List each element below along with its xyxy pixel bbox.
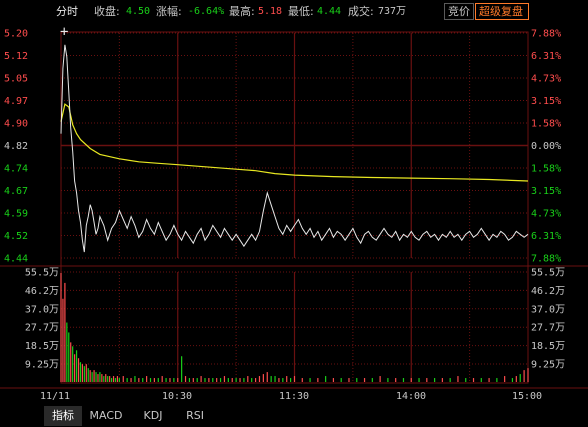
average-price-line [60, 103, 529, 182]
super-replay-button[interactable]: 超级复盘 [475, 3, 529, 20]
volume-tick-label: 9.25万 [25, 360, 59, 371]
volume-tick-label: 18.5万 [25, 341, 59, 352]
percent-tick-label: 6.31% [531, 51, 561, 62]
volume-tick-label: 55.5万 [25, 268, 59, 279]
tab-active-bg [44, 406, 82, 426]
percent-tick-label: 3.15% [531, 96, 561, 107]
bid-auction-button[interactable]: 竞价 [444, 3, 474, 20]
percent-tick-label: 6.31% [531, 231, 561, 242]
percent-tick-label: 7.88% [531, 29, 561, 40]
percent-tick-label: 4.73% [531, 209, 561, 220]
price-tick-label: 4.59 [4, 209, 28, 220]
percent-tick-label: 7.88% [531, 254, 561, 265]
low-value: 4.44 [317, 6, 342, 17]
volume-value: 737万 [378, 6, 407, 17]
time-tick-label: 11/11 [40, 391, 70, 402]
low-label: 最低: [288, 5, 314, 18]
volume-tick-label-right: 9.25万 [531, 360, 565, 371]
volume-tick-label-right: 37.0万 [531, 304, 565, 315]
percent-tick-label: 0.00% [531, 141, 561, 152]
time-tick-label: 14:00 [396, 391, 426, 402]
volume-tick-label-right: 27.7万 [531, 323, 565, 334]
close-label: 收盘: [94, 5, 120, 18]
time-tick-label: 10:30 [162, 391, 192, 402]
tab-rsi[interactable]: RSI [186, 409, 204, 422]
tab-kdj[interactable]: KDJ [143, 409, 163, 422]
price-tick-label: 4.97 [4, 96, 28, 107]
tab-indicator[interactable]: 指标 [52, 409, 74, 422]
high-label: 最高: [229, 5, 255, 18]
price-tick-label: 4.82 [4, 141, 28, 152]
volume-tick-label-right: 55.5万 [531, 268, 565, 279]
volume-tick-label-right: 18.5万 [531, 341, 565, 352]
time-tick-label: 15:00 [512, 391, 542, 402]
volume-tick-label: 27.7万 [25, 323, 59, 334]
close-value: 4.50 [126, 6, 151, 17]
percent-tick-label: 1.58% [531, 164, 561, 175]
chart-frame [60, 31, 529, 384]
chart-title: 分时 [56, 5, 78, 18]
price-tick-label: 4.52 [4, 231, 28, 242]
percent-tick-label: 1.58% [531, 119, 561, 130]
crosshair-icon: + [60, 24, 69, 40]
price-line [60, 44, 529, 253]
price-tick-label: 4.74 [4, 164, 28, 175]
price-tick-label: 5.20 [4, 29, 28, 40]
price-tick-label: 4.67 [4, 186, 28, 197]
percent-tick-label: 3.15% [531, 186, 561, 197]
volume-tick-label-right: 46.2万 [531, 286, 565, 297]
change-value: -6.64% [188, 6, 225, 17]
volume-label: 成交: [348, 5, 374, 18]
price-tick-label: 5.12 [4, 51, 28, 62]
volume-tick-label: 37.0万 [25, 304, 59, 315]
high-value: 5.18 [258, 6, 283, 17]
price-tick-label: 5.05 [4, 74, 28, 85]
time-tick-label: 11:30 [279, 391, 309, 402]
price-tick-label: 4.90 [4, 119, 28, 130]
price-tick-label: 4.44 [4, 254, 28, 265]
change-label: 涨幅: [156, 5, 182, 18]
volume-tick-label: 46.2万 [25, 286, 59, 297]
percent-tick-label: 4.73% [531, 74, 561, 85]
tab-macd[interactable]: MACD [89, 409, 123, 422]
